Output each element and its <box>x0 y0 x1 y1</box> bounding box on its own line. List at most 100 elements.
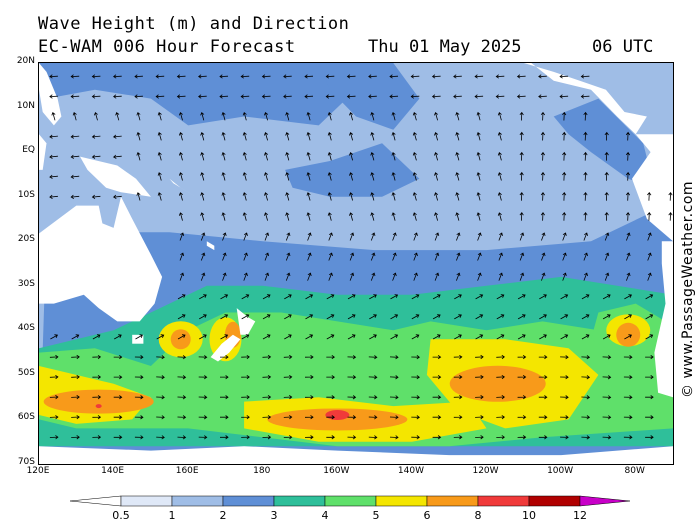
wave-arrow <box>242 152 247 161</box>
wave-arrow <box>49 94 58 99</box>
wave-arrow <box>538 415 548 420</box>
wave-arrow <box>560 375 569 380</box>
wave-arrow <box>410 94 420 99</box>
wave-arrow <box>49 374 59 380</box>
wave-arrow <box>91 154 101 159</box>
wave-arrow <box>434 172 439 181</box>
wave-arrow <box>349 132 354 141</box>
wave-arrow <box>307 252 312 261</box>
wave-arrow <box>581 435 591 440</box>
wave-arrow <box>304 435 314 440</box>
wave-arrow <box>155 74 165 79</box>
wave-arrow <box>200 272 206 281</box>
wave-arrow <box>71 334 80 340</box>
wave-arrow <box>517 334 526 340</box>
latitude-label: 60S <box>17 412 35 423</box>
wave-arrow <box>219 94 229 99</box>
wave-arrow <box>134 375 144 380</box>
wave-arrow <box>370 232 376 241</box>
wave-arrow <box>516 94 526 99</box>
wave-arrow <box>562 171 567 181</box>
wave-arrow <box>583 171 588 181</box>
wave-arrow <box>92 354 102 360</box>
legend-bin <box>477 495 530 507</box>
wave-arrow <box>560 355 569 360</box>
map-title: Wave Height (m) and Direction <box>38 14 350 34</box>
wave-arrow <box>113 375 123 380</box>
wave-arrow <box>647 232 652 241</box>
wave-arrow <box>306 192 311 201</box>
wave-arrow <box>519 131 524 141</box>
wave-arrow <box>264 172 269 181</box>
wave-arrow <box>476 192 481 201</box>
wave-arrow <box>177 294 186 300</box>
wave-arrow <box>92 415 102 420</box>
wave-arrow <box>283 94 292 99</box>
wave-arrow <box>413 232 418 241</box>
wave-arrow <box>432 374 442 380</box>
wave-arrow <box>305 314 314 320</box>
wave-arrow <box>391 192 396 201</box>
wave-arrow <box>178 192 183 201</box>
wave-height-legend <box>70 495 631 507</box>
wave-arrow <box>347 294 356 300</box>
wave-arrow <box>134 354 144 360</box>
wave-arrow <box>264 232 270 241</box>
wave-arrow <box>497 192 502 201</box>
wave-arrow <box>49 394 59 400</box>
sea-state-6-8m <box>616 322 641 347</box>
wave-arrow <box>368 74 377 79</box>
wave-arrow <box>307 232 312 241</box>
wave-arrow <box>602 334 611 340</box>
wave-arrow <box>304 395 314 400</box>
wave-arrow <box>453 74 462 79</box>
south-america-chile <box>654 241 673 398</box>
wave-arrow <box>604 151 609 161</box>
wave-arrow <box>540 151 546 161</box>
wave-arrow <box>623 395 633 400</box>
wave-arrow <box>113 134 122 139</box>
legend-label: 2 <box>219 509 227 522</box>
wave-arrow <box>177 395 187 400</box>
wave-arrow <box>177 314 186 320</box>
wave-arrow <box>476 111 481 121</box>
wave-arrow <box>264 132 269 141</box>
longitude-label: 100W <box>547 466 574 476</box>
wave-arrow <box>284 314 292 320</box>
wave-arrow <box>496 334 505 340</box>
wave-arrow <box>219 74 229 79</box>
wave-arrow <box>645 415 654 420</box>
wave-arrow <box>434 272 440 281</box>
wave-arrow <box>519 171 524 181</box>
wave-arrow <box>475 334 484 340</box>
wave-arrow <box>221 212 226 221</box>
wave-arrow <box>368 375 378 380</box>
wave-arrow <box>91 194 101 199</box>
wave-arrow <box>410 74 420 79</box>
wave-arrow <box>285 132 290 141</box>
wave-arrow <box>517 435 527 440</box>
wave-arrow <box>647 252 652 261</box>
wave-arrow <box>326 395 335 400</box>
longitude-label: 180 <box>253 466 271 476</box>
wave-arrow <box>349 232 355 241</box>
wave-arrow <box>497 152 502 161</box>
wave-arrow <box>327 172 332 181</box>
wave-arrow <box>70 74 80 79</box>
wave-arrow <box>475 415 484 420</box>
wave-arrow <box>368 395 378 400</box>
wave-arrow <box>645 354 654 360</box>
wave-arrow <box>604 272 610 281</box>
wave-arrow <box>559 74 569 79</box>
wave-arrow <box>327 192 332 201</box>
wave-arrow <box>562 111 567 121</box>
wave-arrow <box>134 415 144 420</box>
wave-arrow <box>392 252 397 261</box>
wave-arrow <box>347 314 356 320</box>
wave-arrow <box>306 111 311 121</box>
wave-arrow <box>283 74 292 79</box>
wave-arrow <box>391 212 396 221</box>
wave-arrow <box>538 354 548 360</box>
wave-arrow <box>645 374 654 380</box>
wave-arrow <box>221 172 226 181</box>
